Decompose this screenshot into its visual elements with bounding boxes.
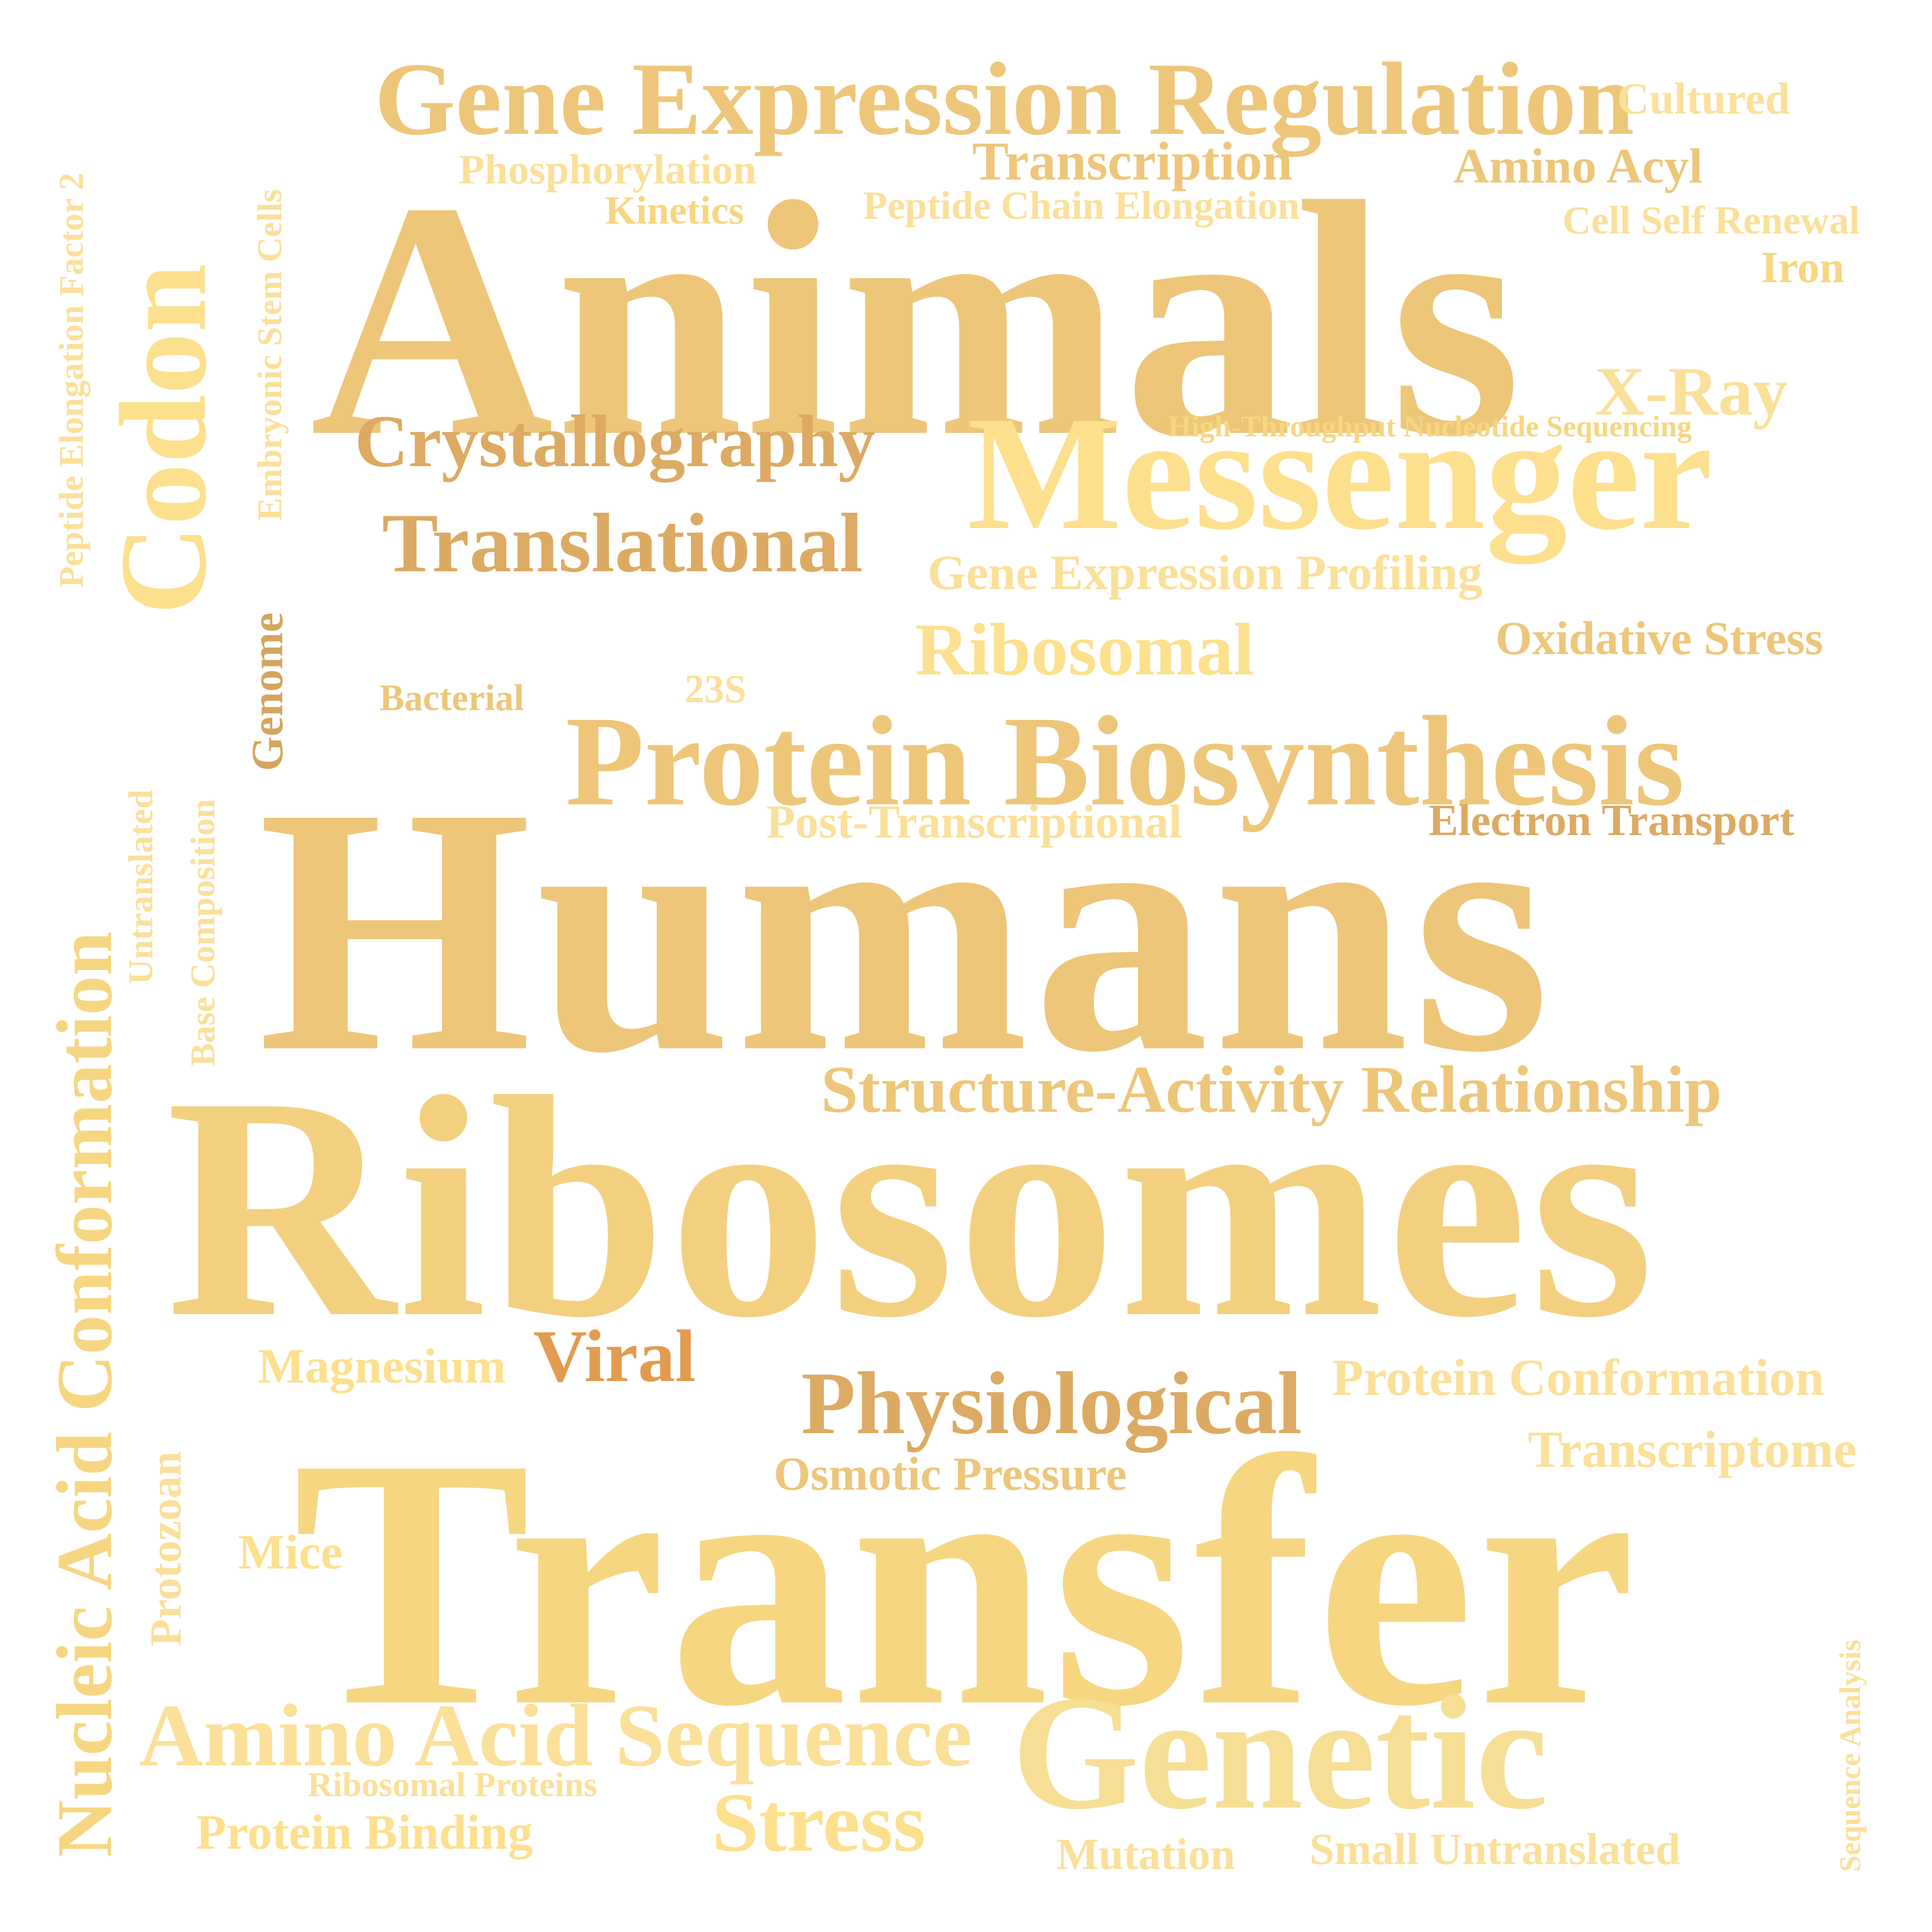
word-transcriptome: Transcriptome xyxy=(1528,1420,1857,1478)
word-cell-self-renewal: Cell Self Renewal xyxy=(1562,199,1860,242)
word-base-composition: Base Composition xyxy=(184,799,222,1066)
word-codon: Codon xyxy=(95,263,232,615)
word-ribosomes: Ribosomes xyxy=(166,1032,1657,1383)
word-translational: Translational xyxy=(382,496,863,590)
word-cultured: Cultured xyxy=(1617,74,1790,123)
word-crystallography: Crystallography xyxy=(355,400,875,483)
word-messenger: Messenger xyxy=(967,383,1713,564)
word-protein-conformation: Protein Conformation xyxy=(1332,1348,1824,1406)
word-protein-binding: Protein Binding xyxy=(196,1805,533,1860)
word-mice: Mice xyxy=(238,1524,343,1579)
word-sequence-analysis: Sequence Analysis xyxy=(1834,1639,1867,1872)
word-peptide-chain-elongation: Peptide Chain Elongation xyxy=(863,184,1300,228)
word-stress: Stress xyxy=(712,1776,926,1869)
word-post-transcriptional: Post-Transcriptional xyxy=(766,795,1182,848)
word-ribosomal: Ribosomal xyxy=(915,608,1254,691)
word-magnesium: Magnesium xyxy=(258,1338,506,1393)
word-x-ray: X-Ray xyxy=(1595,353,1788,430)
word-transfer: Transfer xyxy=(293,1384,1639,1780)
word-embryonic-stem-cells: Embryonic Stem Cells xyxy=(251,189,289,521)
word-amino-acyl: Amino Acyl xyxy=(1453,138,1703,193)
word-ribosomal-proteins: Ribosomal Proteins xyxy=(308,1766,597,1804)
word-oxidative-stress: Oxidative Stress xyxy=(1496,612,1823,664)
word-humans: Humans xyxy=(258,734,1554,1125)
word-structure-activity-relationship: Structure-Activity Relationship xyxy=(821,1053,1722,1127)
word-electron-transport: Electron Transport xyxy=(1429,796,1795,845)
word-physiological: Physiological xyxy=(801,1354,1303,1452)
word-gene-expression-regulation: Gene Expression Regulation xyxy=(374,42,1634,157)
word-osmotic-pressure: Osmotic Pressure xyxy=(774,1448,1127,1500)
word-animals: Animals xyxy=(310,133,1524,506)
word-untranslated: Untranslated xyxy=(122,789,160,984)
word-amino-acid-sequence: Amino Acid Sequence xyxy=(139,1686,973,1785)
word-gene-expression-profiling: Gene Expression Profiling xyxy=(928,545,1483,600)
word-protein-biosynthesis: Protein Biosynthesis xyxy=(565,690,1684,833)
word-iron: Iron xyxy=(1761,243,1845,292)
word-high-throughput-nucleotide-sequencing: High-Throughput Nucleotide Sequencing xyxy=(1168,410,1692,443)
word-kinetics: Kinetics xyxy=(605,189,744,233)
word-genome: Genome xyxy=(243,612,292,771)
word-bacterial: Bacterial xyxy=(379,677,524,719)
word-viral: Viral xyxy=(533,1315,696,1397)
word-small-untranslated: Small Untranslated xyxy=(1309,1825,1681,1874)
word-nucleic-acid-conformation: Nucleic Acid Conformation xyxy=(40,931,128,1857)
word-genetic: Genetic xyxy=(1012,1662,1549,1843)
word-phosphorylation: Phosphorylation xyxy=(459,146,756,193)
word-peptide-elongation-factor-2: Peptide Elongation Factor 2 xyxy=(53,173,91,588)
word-23s: 23S xyxy=(685,667,747,711)
word-mutation: Mutation xyxy=(1057,1830,1235,1879)
word-protozoan: Protozoan xyxy=(141,1451,190,1646)
word-transcription: Transcription xyxy=(972,131,1293,191)
